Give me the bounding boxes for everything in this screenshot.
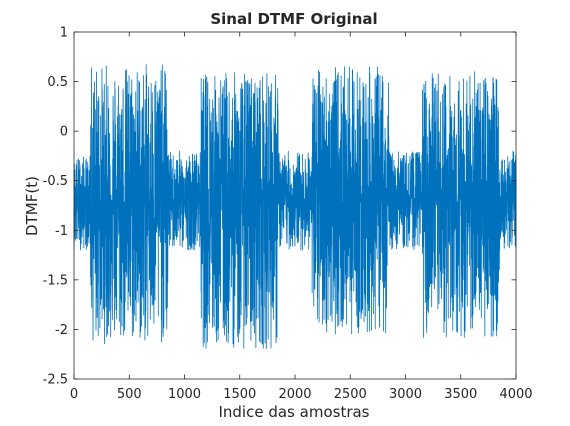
y-tick-label: -1.5 xyxy=(43,273,68,288)
x-tick-label: 2000 xyxy=(278,387,311,402)
y-tick-label: -0.5 xyxy=(43,174,68,189)
x-tick-label: 1000 xyxy=(168,387,201,402)
x-tick-label: 500 xyxy=(117,387,142,402)
x-tick-label: 1500 xyxy=(223,387,256,402)
signal-line xyxy=(73,64,517,350)
y-tick-label: -1 xyxy=(55,224,68,239)
x-tick-label: 2500 xyxy=(334,387,367,402)
x-tick-label: 4000 xyxy=(499,387,532,402)
chart-title: Sinal DTMF Original xyxy=(210,10,377,28)
x-tick-label: 3500 xyxy=(444,387,477,402)
y-tick-label: 0.5 xyxy=(47,75,68,90)
y-tick-label: -2.5 xyxy=(43,373,68,388)
x-tick-label: 3000 xyxy=(389,387,422,402)
y-axis-label: DTMF(t) xyxy=(23,176,41,236)
y-axis-ticks: 1 0.5 0 -0.5 -1 -1.5 -2 -2.5 xyxy=(43,26,516,388)
x-axis-label: Indice das amostras xyxy=(218,403,369,421)
plot-area: 0 500 1000 1500 2000 2500 3000 3500 4000 1 0.5 0 -0… xyxy=(43,26,533,403)
y-tick-label: -2 xyxy=(55,323,68,338)
y-tick-label: 1 xyxy=(60,26,68,41)
x-tick-label: 0 xyxy=(70,387,78,402)
y-tick-label: 0 xyxy=(60,125,68,140)
x-axis-ticks: 0 500 1000 1500 2000 2500 3000 3500 4000 xyxy=(70,32,533,402)
